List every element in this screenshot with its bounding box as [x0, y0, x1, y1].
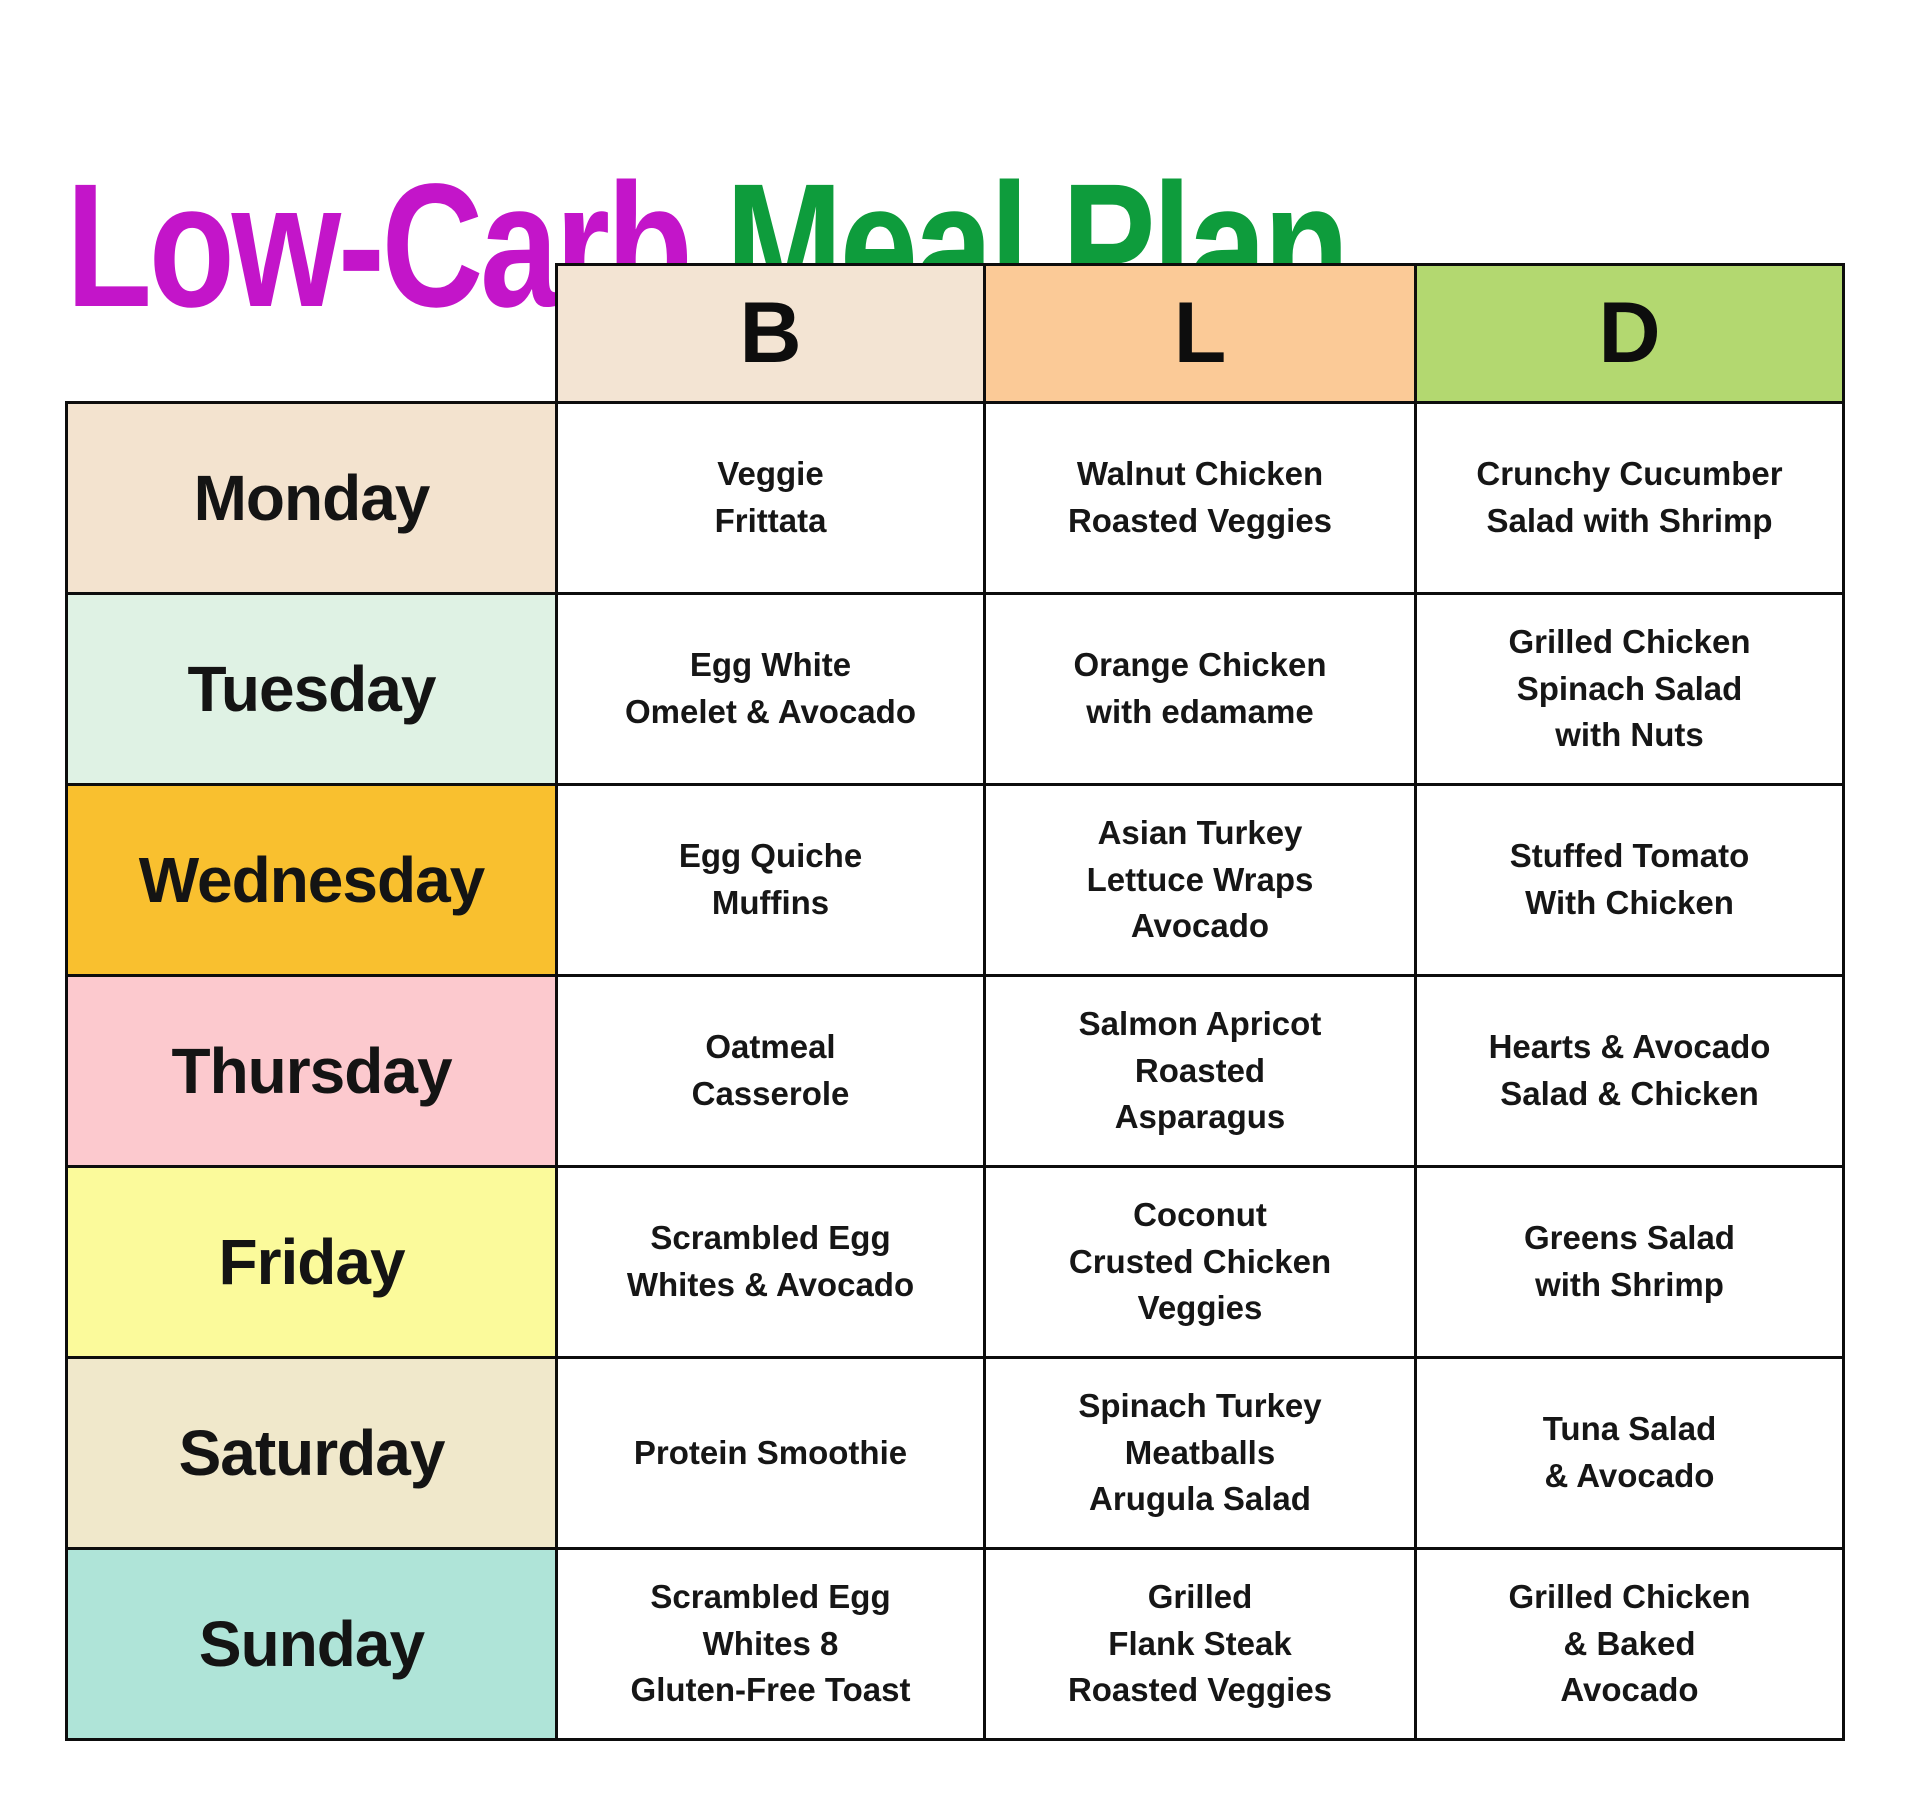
meal-cell-sunday-b: Scrambled Egg Whites 8 Gluten-Free Toast: [555, 1547, 986, 1741]
day-cell-monday: Monday: [65, 401, 558, 595]
meal-cell-wednesday-b: Egg Quiche Muffins: [555, 783, 986, 977]
meal-cell-saturday-b: Protein Smoothie: [555, 1356, 986, 1550]
table-row: Wednesday Egg Quiche Muffins Asian Turkey …: [65, 783, 1845, 977]
table-row: Monday Veggie Frittata Walnut Chicken Roas…: [65, 401, 1845, 595]
meal-plan-table: B L D Monday Veggie Frittata Walnut Chicke…: [65, 263, 1845, 1741]
table-row: Thursday Oatmeal Casserole Salmon Apricot …: [65, 974, 1845, 1168]
table-body: Monday Veggie Frittata Walnut Chicken Roas…: [65, 401, 1845, 1741]
column-header-lunch: L: [983, 263, 1417, 404]
meal-cell-monday-b: Veggie Frittata: [555, 401, 986, 595]
meal-cell-monday-d: Crunchy Cucumber Salad with Shrimp: [1414, 401, 1845, 595]
meal-cell-saturday-d: Tuna Salad & Avocado: [1414, 1356, 1845, 1550]
day-cell-sunday: Sunday: [65, 1547, 558, 1741]
corner-blank-cell: [67, 265, 557, 403]
column-header-dinner: D: [1414, 263, 1845, 404]
table-row: Tuesday Egg White Omelet & Avocado Orange …: [65, 592, 1845, 786]
meal-cell-tuesday-l: Orange Chicken with edamame: [983, 592, 1417, 786]
day-cell-saturday: Saturday: [65, 1356, 558, 1550]
table-row: Saturday Protein Smoothie Spinach Turkey M…: [65, 1356, 1845, 1550]
day-cell-thursday: Thursday: [65, 974, 558, 1168]
meal-cell-wednesday-l: Asian Turkey Lettuce Wraps Avocado: [983, 783, 1417, 977]
header-row: B L D: [67, 263, 1845, 404]
meal-cell-thursday-l: Salmon Apricot Roasted Asparagus: [983, 974, 1417, 1168]
day-cell-tuesday: Tuesday: [65, 592, 558, 786]
day-cell-friday: Friday: [65, 1165, 558, 1359]
meal-cell-thursday-d: Hearts & Avocado Salad & Chicken: [1414, 974, 1845, 1168]
page-title: Low-Carb Meal Plan: [66, 158, 1349, 334]
meal-cell-saturday-l: Spinach Turkey Meatballs Arugula Salad: [983, 1356, 1417, 1550]
meal-cell-friday-b: Scrambled Egg Whites & Avocado: [555, 1165, 986, 1359]
meal-cell-sunday-d: Grilled Chicken & Baked Avocado: [1414, 1547, 1845, 1741]
meal-cell-wednesday-d: Stuffed Tomato With Chicken: [1414, 783, 1845, 977]
meal-cell-monday-l: Walnut Chicken Roasted Veggies: [983, 401, 1417, 595]
table-row: Friday Scrambled Egg Whites & Avocado Coco…: [65, 1165, 1845, 1359]
meal-cell-tuesday-b: Egg White Omelet & Avocado: [555, 592, 986, 786]
day-cell-wednesday: Wednesday: [65, 783, 558, 977]
meal-cell-sunday-l: Grilled Flank Steak Roasted Veggies: [983, 1547, 1417, 1741]
meal-cell-friday-d: Greens Salad with Shrimp: [1414, 1165, 1845, 1359]
meal-cell-thursday-b: Oatmeal Casserole: [555, 974, 986, 1168]
meal-cell-tuesday-d: Grilled Chicken Spinach Salad with Nuts: [1414, 592, 1845, 786]
column-header-breakfast: B: [555, 263, 986, 404]
table-row: Sunday Scrambled Egg Whites 8 Gluten-Free…: [65, 1547, 1845, 1741]
meal-cell-friday-l: Coconut Crusted Chicken Veggies: [983, 1165, 1417, 1359]
